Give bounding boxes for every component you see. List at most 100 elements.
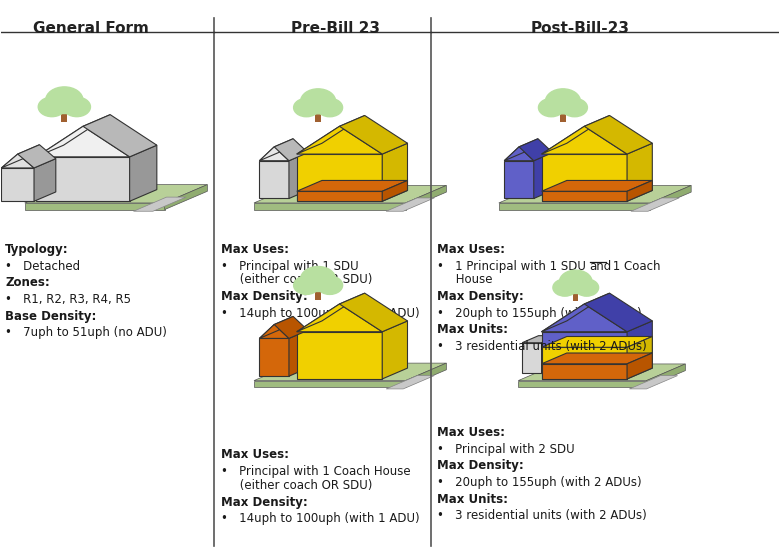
Polygon shape bbox=[37, 157, 129, 201]
Text: Max Density:: Max Density: bbox=[221, 496, 307, 508]
Text: Max Density:: Max Density: bbox=[437, 290, 523, 303]
Polygon shape bbox=[254, 203, 406, 210]
Text: Post-Bill-23: Post-Bill-23 bbox=[531, 21, 630, 36]
Polygon shape bbox=[519, 139, 553, 161]
Circle shape bbox=[562, 98, 587, 117]
Polygon shape bbox=[518, 364, 686, 381]
Polygon shape bbox=[386, 376, 434, 389]
Text: •   Principal with 1 SDU: • Principal with 1 SDU bbox=[221, 259, 358, 272]
Circle shape bbox=[38, 97, 66, 117]
Circle shape bbox=[300, 267, 335, 291]
Polygon shape bbox=[584, 293, 652, 332]
Polygon shape bbox=[518, 381, 647, 387]
Circle shape bbox=[63, 97, 90, 117]
Polygon shape bbox=[504, 153, 553, 161]
Polygon shape bbox=[499, 203, 651, 210]
Text: Max Uses:: Max Uses: bbox=[221, 448, 289, 461]
Polygon shape bbox=[296, 143, 407, 154]
Circle shape bbox=[317, 276, 342, 295]
Polygon shape bbox=[339, 116, 407, 154]
Polygon shape bbox=[541, 293, 609, 332]
Text: and: and bbox=[590, 259, 612, 272]
Text: Max Density:: Max Density: bbox=[437, 459, 523, 473]
Polygon shape bbox=[260, 139, 293, 161]
Polygon shape bbox=[627, 353, 652, 379]
Polygon shape bbox=[2, 158, 56, 168]
Polygon shape bbox=[541, 116, 609, 154]
Polygon shape bbox=[260, 153, 308, 161]
Polygon shape bbox=[296, 180, 407, 191]
Polygon shape bbox=[339, 293, 407, 332]
Polygon shape bbox=[382, 143, 407, 201]
Polygon shape bbox=[541, 180, 652, 191]
Text: •   14uph to 100uph (with 1 ADU): • 14uph to 100uph (with 1 ADU) bbox=[221, 307, 419, 320]
Circle shape bbox=[317, 98, 342, 117]
Polygon shape bbox=[260, 338, 289, 376]
Polygon shape bbox=[504, 161, 534, 199]
Polygon shape bbox=[296, 126, 382, 154]
Polygon shape bbox=[2, 168, 34, 201]
Polygon shape bbox=[406, 185, 446, 210]
FancyBboxPatch shape bbox=[560, 112, 566, 122]
Polygon shape bbox=[129, 145, 157, 201]
Text: Max Uses:: Max Uses: bbox=[437, 243, 505, 256]
Polygon shape bbox=[2, 145, 40, 168]
Polygon shape bbox=[534, 153, 553, 199]
Polygon shape bbox=[541, 321, 652, 332]
Polygon shape bbox=[541, 336, 558, 373]
Text: Max Uses:: Max Uses: bbox=[221, 243, 289, 256]
Text: •   Principal with 1 Coach House: • Principal with 1 Coach House bbox=[221, 465, 410, 478]
Text: •   R1, R2, R3, R4, R5: • R1, R2, R3, R4, R5 bbox=[5, 293, 131, 306]
Polygon shape bbox=[133, 197, 186, 211]
Polygon shape bbox=[254, 185, 446, 203]
Text: •   3 residential units (with 2 ADUs): • 3 residential units (with 2 ADUs) bbox=[437, 509, 647, 522]
Text: 1 Coach: 1 Coach bbox=[609, 259, 661, 272]
Text: •   7uph to 51uph (no ADU): • 7uph to 51uph (no ADU) bbox=[5, 326, 167, 339]
Polygon shape bbox=[296, 293, 365, 332]
Polygon shape bbox=[289, 153, 308, 199]
Polygon shape bbox=[386, 198, 434, 211]
Polygon shape bbox=[541, 304, 627, 332]
Text: Max Units:: Max Units: bbox=[437, 324, 508, 336]
Text: •   14uph to 100uph (with 1 ADU): • 14uph to 100uph (with 1 ADU) bbox=[221, 512, 419, 525]
Polygon shape bbox=[25, 185, 207, 203]
Polygon shape bbox=[541, 143, 652, 154]
Polygon shape bbox=[406, 363, 446, 387]
Polygon shape bbox=[260, 147, 289, 161]
Polygon shape bbox=[37, 126, 129, 157]
Polygon shape bbox=[504, 147, 534, 161]
Polygon shape bbox=[541, 364, 627, 379]
Text: •   20uph to 155uph (with 2 ADUs): • 20uph to 155uph (with 2 ADUs) bbox=[437, 476, 641, 489]
Polygon shape bbox=[541, 126, 627, 154]
Polygon shape bbox=[260, 161, 289, 199]
Polygon shape bbox=[627, 321, 652, 379]
Polygon shape bbox=[382, 321, 407, 379]
Text: (either coach OR SDU): (either coach OR SDU) bbox=[221, 479, 372, 492]
Polygon shape bbox=[296, 154, 382, 201]
Polygon shape bbox=[275, 139, 308, 161]
Polygon shape bbox=[260, 325, 289, 338]
Text: •   Principal with 2 SDU: • Principal with 2 SDU bbox=[437, 443, 574, 456]
Text: General Form: General Form bbox=[33, 21, 149, 36]
Polygon shape bbox=[2, 154, 34, 168]
Text: Max Density:: Max Density: bbox=[221, 290, 307, 303]
FancyBboxPatch shape bbox=[315, 290, 321, 300]
Polygon shape bbox=[275, 316, 308, 338]
Polygon shape bbox=[254, 381, 406, 387]
Polygon shape bbox=[522, 336, 558, 343]
Text: Zones:: Zones: bbox=[5, 276, 50, 289]
Polygon shape bbox=[627, 143, 652, 201]
Circle shape bbox=[46, 87, 83, 113]
Text: Pre-Bill 23: Pre-Bill 23 bbox=[291, 21, 380, 36]
Polygon shape bbox=[296, 332, 382, 379]
Polygon shape bbox=[504, 139, 538, 161]
Polygon shape bbox=[260, 316, 293, 338]
Circle shape bbox=[293, 98, 319, 117]
Polygon shape bbox=[37, 114, 110, 157]
Circle shape bbox=[575, 279, 598, 296]
Polygon shape bbox=[296, 116, 365, 154]
Polygon shape bbox=[260, 330, 308, 338]
Polygon shape bbox=[651, 185, 691, 210]
Polygon shape bbox=[382, 180, 407, 201]
Text: Typology:: Typology: bbox=[5, 243, 69, 256]
